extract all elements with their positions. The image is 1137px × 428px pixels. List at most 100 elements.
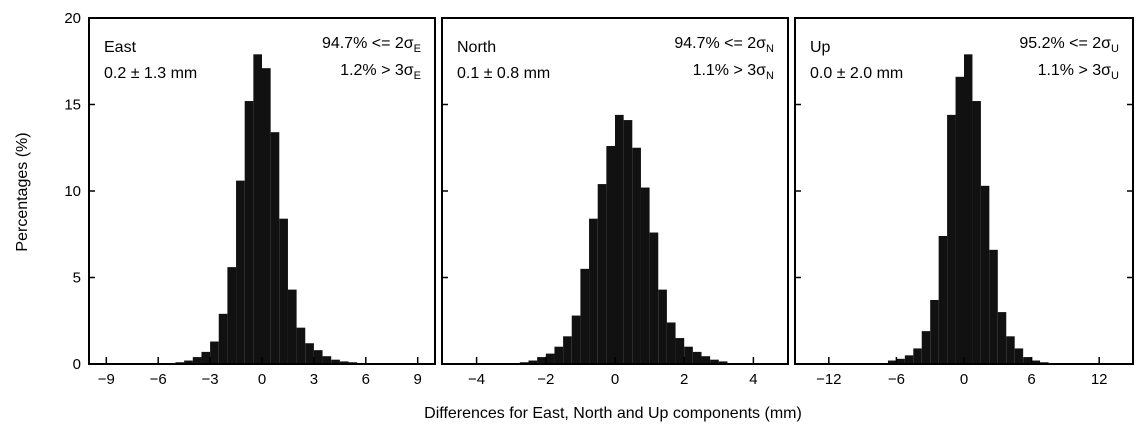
bar <box>649 232 659 364</box>
mean-std-up: 0.0 ± 2.0 mm <box>810 65 903 82</box>
x-tick-label: 2 <box>680 371 688 388</box>
bar <box>554 346 564 364</box>
sigma-sub-up-1: U <box>1111 43 1119 55</box>
bar <box>718 361 728 364</box>
bar <box>615 114 624 364</box>
bar <box>1031 360 1041 364</box>
bar <box>528 360 538 364</box>
x-tick-label: 0 <box>611 371 619 388</box>
bar <box>938 235 948 364</box>
bar <box>545 353 555 364</box>
x-tick-label: 0 <box>960 371 968 388</box>
bar <box>972 101 981 364</box>
x-tick-label: −6 <box>888 371 905 388</box>
bar <box>658 289 667 364</box>
x-tick-label: 0 <box>258 371 266 388</box>
bar <box>597 184 607 364</box>
bar <box>218 313 228 364</box>
within-2sigma-north: 94.7% <= 2σN <box>674 35 774 55</box>
sigma-sub-east-1: E <box>414 43 421 55</box>
x-axis-title: Differences for East, North and Up compo… <box>424 405 802 422</box>
bar <box>606 146 615 364</box>
bar <box>692 351 702 364</box>
panel-east: −9 −6 −3 0 3 6 9 0 5 10 15 20 East 0.2 ± 1.3 mm 94… <box>64 10 436 388</box>
bar <box>201 351 211 364</box>
bar <box>287 289 297 364</box>
bar <box>270 132 280 364</box>
sigma-sub-north-1: N <box>766 43 774 55</box>
bar <box>184 360 193 364</box>
bar <box>192 357 202 364</box>
bar <box>913 348 922 364</box>
bar <box>322 356 332 364</box>
bar <box>955 76 964 364</box>
bar <box>227 267 237 364</box>
within-2sigma-east: 94.7% <= 2σE <box>322 35 421 55</box>
bar <box>964 54 973 364</box>
bar <box>296 327 306 364</box>
bars-north <box>511 114 737 364</box>
x-tick-label: −4 <box>468 371 485 388</box>
x-tick-label: 6 <box>362 371 370 388</box>
x-tick-label: 6 <box>1027 371 1035 388</box>
bar <box>537 357 546 364</box>
bar <box>989 249 998 364</box>
panel-name-north: North <box>457 39 496 56</box>
bar <box>701 356 711 364</box>
bar <box>210 341 219 364</box>
bar <box>339 361 349 364</box>
bar <box>666 322 676 364</box>
bar <box>947 114 956 364</box>
x-ticks-up: −12 −6 0 6 12 <box>816 357 1108 388</box>
y-axis-title: Percentages (%) <box>14 132 31 251</box>
bar <box>921 331 931 364</box>
bar <box>589 218 598 364</box>
panel-name-east: East <box>104 39 137 56</box>
mean-std-north: 0.1 ± 0.8 mm <box>457 65 550 82</box>
within-2sigma-north-text: 94.7% <= 2σ <box>674 35 766 52</box>
x-tick-label: −9 <box>98 371 115 388</box>
bar <box>684 346 693 364</box>
bar <box>313 350 323 364</box>
bar <box>930 299 939 364</box>
bar <box>305 343 314 364</box>
y-tick-label: 0 <box>73 356 81 373</box>
bar <box>253 54 262 364</box>
bar <box>904 355 914 364</box>
frame-north <box>441 17 789 365</box>
bar <box>262 68 271 365</box>
x-tick-label: −6 <box>150 371 167 388</box>
within-2sigma-east-text: 94.7% <= 2σ <box>322 35 414 52</box>
bar <box>236 180 245 364</box>
bar <box>887 360 897 364</box>
bar <box>571 315 581 364</box>
x-tick-label: −2 <box>537 371 554 388</box>
bars-east <box>166 54 375 365</box>
bar <box>980 185 990 364</box>
x-tick-label: 4 <box>749 371 757 388</box>
sigma-sub-up-2: U <box>1111 70 1119 82</box>
panel-north: −4 −2 0 2 4 North 0.1 ± 0.8 mm 94.7% <= 2σN … <box>441 17 789 388</box>
beyond-3sigma-up-text: 1.1% > 3σ <box>1038 62 1112 79</box>
bar <box>997 312 1007 364</box>
beyond-3sigma-up: 1.1% > 3σU <box>1038 62 1119 82</box>
mean-std-east: 0.2 ± 1.3 mm <box>104 65 197 82</box>
x-tick-label: 12 <box>1091 371 1108 388</box>
x-tick-label: −3 <box>202 371 219 388</box>
bar <box>1014 348 1024 364</box>
sigma-sub-north-2: N <box>766 70 774 82</box>
within-2sigma-up: 95.2% <= 2σU <box>1019 35 1119 55</box>
bar <box>623 120 633 364</box>
x-tick-label: 9 <box>414 371 422 388</box>
sigma-sub-east-2: E <box>414 70 421 82</box>
beyond-3sigma-north-text: 1.1% > 3σ <box>693 62 767 79</box>
y-ticks-east: 0 5 10 15 20 <box>64 10 95 373</box>
bar <box>632 147 641 364</box>
x-tick-label: −12 <box>816 371 841 388</box>
bars-up <box>887 54 1057 364</box>
bar <box>896 358 905 364</box>
beyond-3sigma-east: 1.2% > 3σE <box>340 62 421 82</box>
beyond-3sigma-north: 1.1% > 3σN <box>693 62 774 82</box>
bar <box>244 101 254 364</box>
